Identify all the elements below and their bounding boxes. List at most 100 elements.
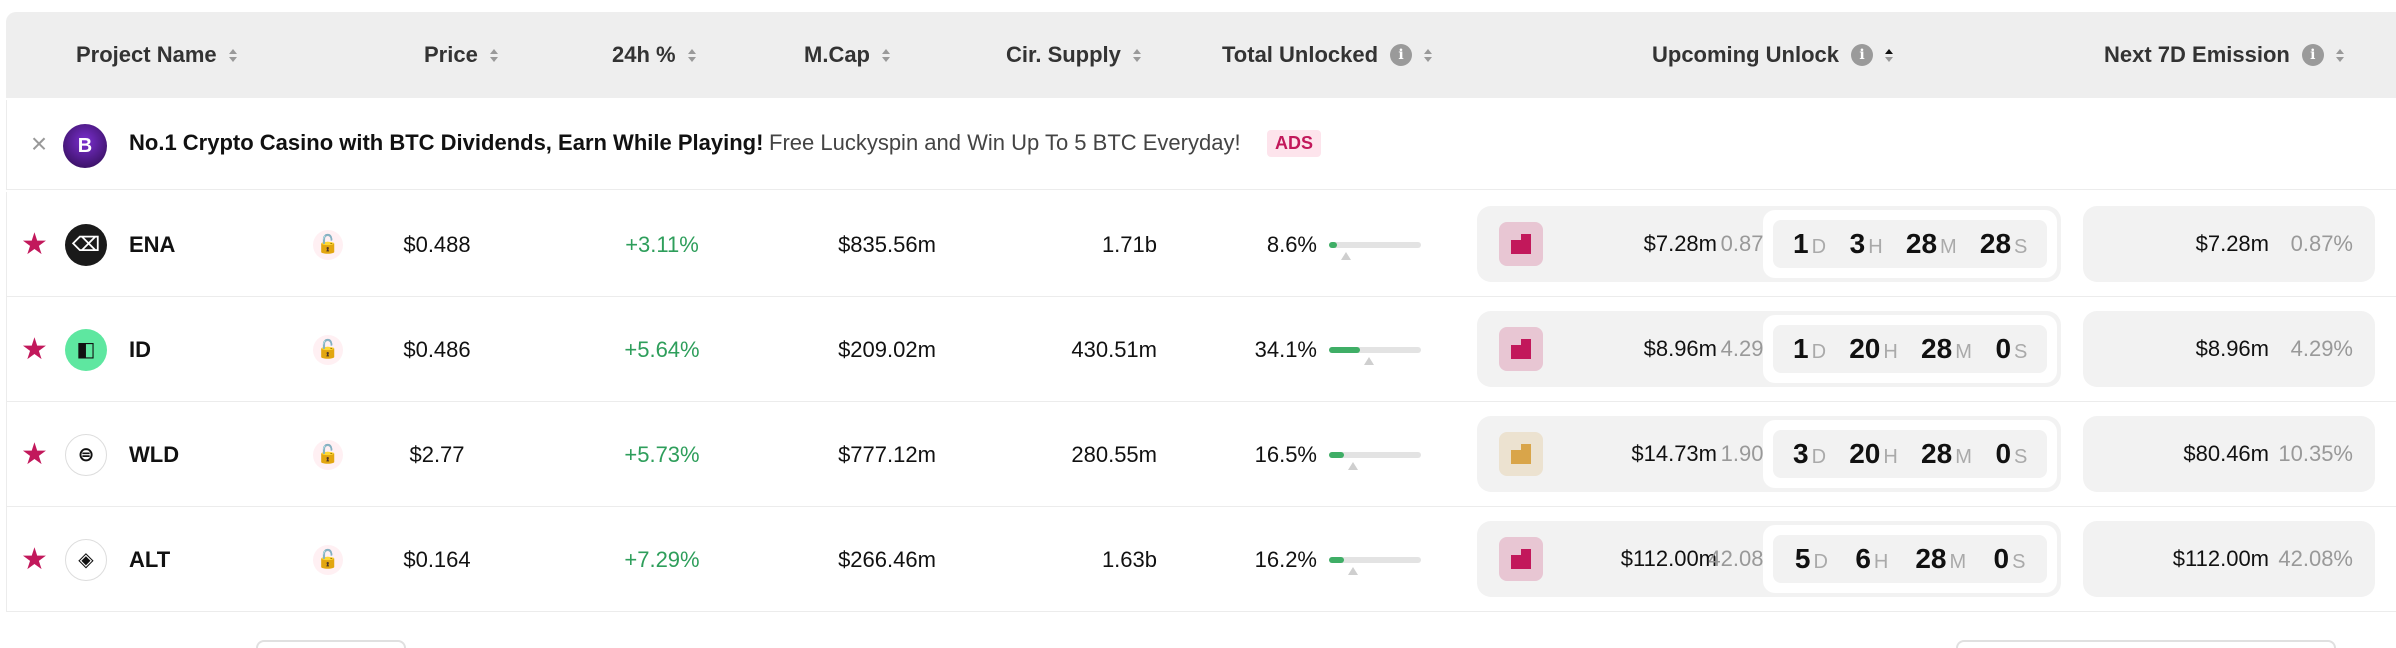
token-symbol[interactable]: WLD <box>129 441 180 467</box>
bc-game-logo: B <box>63 124 107 168</box>
header-total-unlocked[interactable]: Total Unlocked i <box>1222 12 1433 98</box>
token-symbol[interactable]: ENA <box>129 231 176 257</box>
favorite-star-icon[interactable]: ★ <box>21 402 48 507</box>
sort-icon[interactable] <box>882 48 890 62</box>
market-cap-value: $266.46m <box>838 546 936 572</box>
unlock-lock-icon[interactable]: 🔓 <box>313 507 343 612</box>
emission-value: $80.46m <box>2183 441 2269 466</box>
unlocked-progress-bar <box>1329 402 1421 507</box>
ad-banner[interactable]: × B No.1 Crypto Casino with BTC Dividend… <box>6 100 2396 190</box>
countdown-minutes: 28 <box>1921 333 1953 364</box>
market-cap-value: $209.02m <box>838 336 936 362</box>
sort-icon[interactable] <box>228 48 237 62</box>
unlock-type-icon <box>1499 222 1543 266</box>
coin-icon: ⌫ <box>65 223 107 266</box>
lock-icon[interactable]: 🔓 <box>313 334 343 365</box>
close-icon[interactable]: × <box>30 128 48 159</box>
star-icon[interactable]: ★ <box>21 438 48 471</box>
next-7d-emission-box[interactable]: $8.96m 4.29% <box>2083 311 2375 387</box>
unlock-type-icon <box>1499 327 1543 371</box>
ad-title[interactable]: No.1 Crypto Casino with BTC Dividends, E… <box>129 130 764 155</box>
countdown-hours: 6 <box>1855 543 1871 574</box>
header-market-cap[interactable]: M.Cap <box>804 12 890 98</box>
sort-icon[interactable] <box>1424 48 1433 62</box>
emission-percent: 10.35% <box>2278 441 2353 466</box>
countdown-hours: 20 <box>1849 333 1881 364</box>
lock-icon[interactable]: 🔓 <box>313 229 343 260</box>
header-project-name[interactable]: Project Name <box>76 12 237 98</box>
table-row[interactable]: ★ ⊜ WLD 🔓 $2.77 +5.73% $777.12m 280.55m … <box>6 402 2396 507</box>
favorite-star-icon[interactable]: ★ <box>21 192 48 297</box>
header-circulating-supply[interactable]: Cir. Supply <box>1006 12 1141 98</box>
token-symbol[interactable]: ALT <box>129 546 171 572</box>
emission-value: $8.96m <box>2195 336 2269 361</box>
sort-icon[interactable] <box>2335 48 2344 62</box>
unlock-lock-icon[interactable]: 🔓 <box>313 297 343 402</box>
total-unlocked-percent: 8.6% <box>1266 231 1317 257</box>
countdown-hours: 20 <box>1849 438 1881 469</box>
circulating-supply-value: 1.71b <box>1101 231 1157 257</box>
header-next-7d-emission[interactable]: Next 7D Emission i <box>2104 12 2344 98</box>
emission-percent: 42.08% <box>2278 546 2353 571</box>
star-icon[interactable]: ★ <box>21 543 48 576</box>
info-icon[interactable]: i <box>1390 44 1413 66</box>
coin-icon: ⊜ <box>65 433 107 476</box>
countdown-hours: 3 <box>1849 228 1866 259</box>
ad-subtitle[interactable]: Free Luckyspin and Win Up To 5 BTC Every… <box>769 130 1241 155</box>
favorite-star-icon[interactable]: ★ <box>21 507 48 612</box>
logo-glyph: B <box>77 134 93 157</box>
header-price[interactable]: Price <box>424 12 498 98</box>
circulating-supply-value: 430.51m <box>1071 336 1157 362</box>
sort-icon[interactable] <box>687 48 696 62</box>
coin-logo: ⊜ <box>65 402 107 507</box>
circulating-supply-value: 280.55m <box>1071 441 1157 467</box>
table-row[interactable]: ★ ◧ ID 🔓 $0.486 +5.64% $209.02m 430.51m … <box>6 297 2396 402</box>
unlock-value: $14.73m <box>1631 441 1717 466</box>
unlock-lock-icon[interactable]: 🔓 <box>313 402 343 507</box>
unlock-lock-icon[interactable]: 🔓 <box>313 192 343 297</box>
next-7d-emission-box[interactable]: $112.00m 42.08% <box>2083 521 2375 597</box>
total-unlocked-percent: 34.1% <box>1254 336 1317 362</box>
favorite-star-icon[interactable]: ★ <box>21 297 48 402</box>
header-24h-change[interactable]: 24h % <box>612 12 696 98</box>
price-value: $2.77 <box>409 441 465 467</box>
emission-value: $112.00m <box>2172 546 2269 571</box>
next-7d-emission-box[interactable]: $80.46m 10.35% <box>2083 416 2375 492</box>
unlock-value: $7.28m <box>1643 231 1717 256</box>
unlock-value: $112.00m <box>1620 546 1717 571</box>
unlocked-progress-bar <box>1329 297 1421 402</box>
star-icon[interactable]: ★ <box>21 333 48 366</box>
pagination-stub <box>256 640 406 648</box>
emission-percent: 0.87% <box>2290 231 2353 256</box>
lock-icon[interactable]: 🔓 <box>313 544 343 575</box>
unlocked-progress-bar <box>1329 192 1421 297</box>
table-header: Project Name Price 24h % M.Cap Cir. Supp… <box>6 12 2396 98</box>
table-row[interactable]: ★ ⌫ ENA 🔓 $0.488 +3.11% $835.56m 1.71b 8… <box>6 192 2396 297</box>
sort-icon[interactable] <box>489 48 498 62</box>
next-7d-emission-box[interactable]: $7.28m 0.87% <box>2083 206 2375 282</box>
progress-marker <box>1340 251 1351 260</box>
coin-logo: ⌫ <box>65 192 107 297</box>
sort-icon[interactable] <box>1885 48 1894 62</box>
coin-icon: ◧ <box>65 328 107 371</box>
sort-icon[interactable] <box>1132 48 1141 62</box>
info-icon[interactable]: i <box>1851 44 1874 66</box>
countdown-days: 1 <box>1793 333 1809 364</box>
table-row[interactable]: ★ ◈ ALT 🔓 $0.164 +7.29% $266.46m 1.63b 1… <box>6 507 2396 612</box>
star-icon[interactable]: ★ <box>21 228 48 261</box>
emission-percent: 4.29% <box>2290 336 2353 361</box>
unlock-value: $8.96m <box>1643 336 1717 361</box>
progress-marker <box>1348 461 1359 470</box>
countdown-seconds: 0 <box>1993 543 2010 574</box>
lock-icon[interactable]: 🔓 <box>313 439 343 470</box>
info-icon[interactable]: i <box>2301 44 2324 66</box>
token-symbol[interactable]: ID <box>129 336 151 362</box>
header-upcoming-unlock[interactable]: Upcoming Unlock i <box>1652 12 1894 98</box>
